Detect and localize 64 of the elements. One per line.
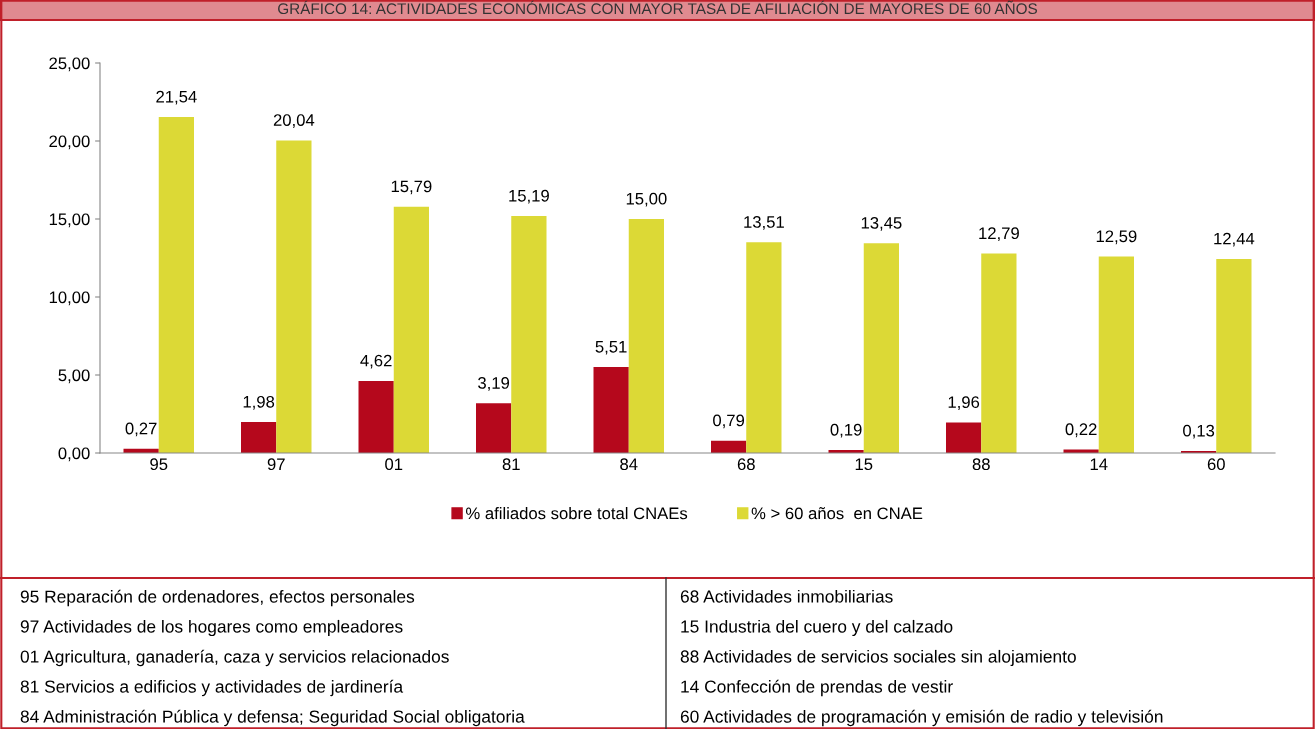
- data-label: 0,13: [1183, 424, 1215, 439]
- x-tick-label: 68: [737, 458, 755, 471]
- data-label: 5,51: [595, 341, 627, 355]
- y-tick-label: 25,00: [49, 57, 90, 72]
- x-tick-label: 01: [385, 458, 403, 471]
- data-label: 12,59: [1096, 230, 1137, 245]
- bar: [276, 140, 312, 453]
- data-label: 15,19: [509, 189, 549, 204]
- legend-label: % afiliados sobre total CNAEs: [466, 507, 688, 520]
- y-tick-label: 10,00: [49, 291, 90, 306]
- data-label: 0,22: [1065, 423, 1097, 438]
- x-tick-label: 95: [150, 458, 168, 471]
- text: 81 Servicios a edificios y actividades de jardinería: [20, 679, 404, 697]
- y-tick-label: 0,00: [58, 447, 90, 462]
- y-tick-label: 5,00: [58, 369, 90, 384]
- x-tick-label: 97: [267, 458, 285, 471]
- bar: [628, 219, 664, 453]
- text: 68 Actividades inmobiliarias: [680, 589, 893, 603]
- data-label: 15,00: [626, 192, 667, 207]
- x-tick-label: 14: [1090, 458, 1108, 470]
- bar: [746, 242, 782, 453]
- data-label: 21,54: [156, 90, 197, 105]
- data-label: 12,44: [1214, 232, 1255, 247]
- bar: [158, 116, 194, 453]
- data-label: 12,79: [979, 227, 1019, 242]
- data-label: 0,19: [830, 423, 862, 438]
- data-label: 20,04: [273, 114, 315, 128]
- data-label: 1,96: [948, 396, 980, 410]
- y-tick-label: 15,00: [49, 213, 90, 228]
- text: 14 Confección de prendas de vestir: [681, 679, 953, 697]
- data-label: 13,45: [861, 216, 902, 231]
- text: 60 Actividades de programación y emisión de radio y televisión: [680, 709, 1163, 727]
- bar: [981, 253, 1017, 453]
- data-label: 1,98: [243, 395, 275, 410]
- legend-label: % > 60 años en CNAE: [751, 507, 923, 520]
- x-tick-label: 60: [1207, 458, 1225, 471]
- x-tick-label: 15: [855, 458, 873, 471]
- data-label: 0,27: [125, 422, 157, 437]
- x-tick-label: 84: [620, 458, 638, 471]
- text: 95 Reparación de ordenadores, efectos personales: [20, 589, 415, 607]
- bar: [511, 216, 547, 453]
- data-label: 0,79: [713, 414, 745, 429]
- x-tick-label: 81: [502, 458, 520, 471]
- x-tick-label: 88: [972, 458, 990, 471]
- bar: [476, 403, 512, 453]
- text: 15 Industria del cuero y del calzado: [681, 619, 953, 637]
- y-tick-label: 20,00: [49, 135, 90, 150]
- chart-title: GRÁFICO 14: ACTIVIDADES ECONÓMICAS CON MAYOR TASA DE AFILIACIÓN DE MAYORES DE 60 AÑOS: [278, 0, 1038, 15]
- bar: [593, 367, 629, 453]
- text: 01 Agricultura, ganadería, caza y servicios relacionados: [20, 649, 449, 667]
- bar: [393, 206, 429, 453]
- data-label: 3,19: [478, 377, 510, 391]
- bar: [358, 380, 394, 453]
- data-label: 4,62: [360, 354, 392, 369]
- data-label: 15,79: [391, 180, 432, 195]
- bar: [946, 422, 982, 453]
- text: 88 Actividades de servicios sociales sin alojamiento: [680, 649, 1076, 667]
- text: 97 Actividades de los hogares como empleadores: [20, 619, 403, 637]
- bar: [1098, 256, 1134, 453]
- bar: [1216, 258, 1252, 453]
- text: 84 Administración Pública y defensa; Seguridad Social obligatoria: [20, 709, 525, 727]
- bar: [241, 422, 277, 453]
- bar: [863, 243, 899, 453]
- data-label: 13,51: [744, 216, 784, 230]
